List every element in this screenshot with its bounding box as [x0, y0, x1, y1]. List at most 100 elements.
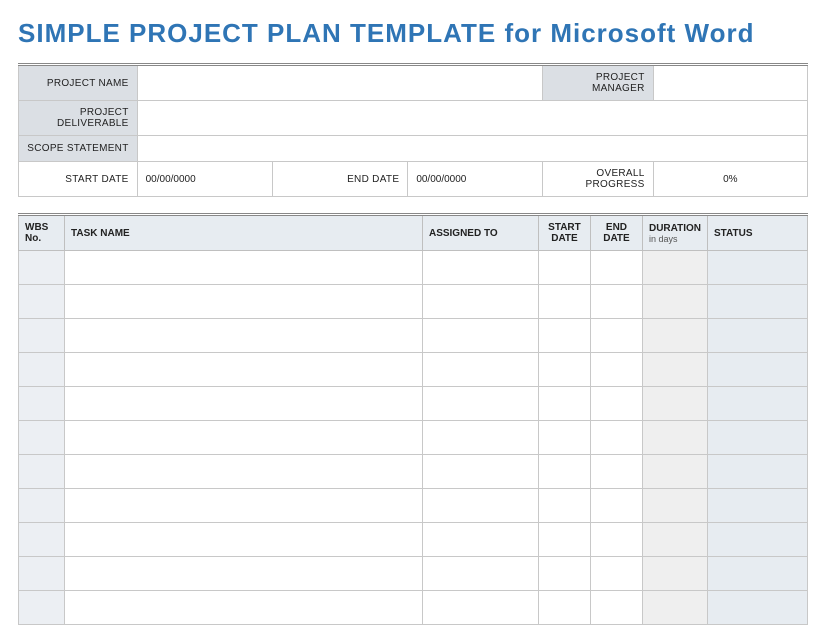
cell-task[interactable]: [65, 285, 423, 319]
project-name-value[interactable]: [137, 65, 543, 101]
cell-assigned[interactable]: [422, 285, 538, 319]
col-header-duration: DURATION in days: [642, 215, 707, 251]
meta-row-project-name: PROJECT NAME PROJECT MANAGER: [19, 65, 808, 101]
table-row: [19, 523, 808, 557]
cell-end-date[interactable]: [590, 285, 642, 319]
cell-assigned[interactable]: [422, 387, 538, 421]
cell-assigned[interactable]: [422, 353, 538, 387]
cell-duration[interactable]: [642, 591, 707, 625]
cell-assigned[interactable]: [422, 591, 538, 625]
cell-duration[interactable]: [642, 489, 707, 523]
cell-start-date[interactable]: [538, 557, 590, 591]
cell-assigned[interactable]: [422, 557, 538, 591]
cell-assigned[interactable]: [422, 455, 538, 489]
cell-wbs[interactable]: [19, 455, 65, 489]
cell-wbs[interactable]: [19, 319, 65, 353]
cell-wbs[interactable]: [19, 591, 65, 625]
cell-start-date[interactable]: [538, 251, 590, 285]
cell-duration[interactable]: [642, 285, 707, 319]
cell-task[interactable]: [65, 421, 423, 455]
cell-end-date[interactable]: [590, 251, 642, 285]
cell-task[interactable]: [65, 251, 423, 285]
cell-assigned[interactable]: [422, 421, 538, 455]
col-header-wbs: WBS No.: [19, 215, 65, 251]
cell-start-date[interactable]: [538, 455, 590, 489]
cell-status[interactable]: [708, 455, 808, 489]
col-header-status: STATUS: [708, 215, 808, 251]
cell-wbs[interactable]: [19, 251, 65, 285]
cell-wbs[interactable]: [19, 557, 65, 591]
cell-duration[interactable]: [642, 557, 707, 591]
cell-end-date[interactable]: [590, 557, 642, 591]
cell-start-date[interactable]: [538, 421, 590, 455]
cell-status[interactable]: [708, 421, 808, 455]
cell-duration[interactable]: [642, 387, 707, 421]
cell-task[interactable]: [65, 319, 423, 353]
cell-status[interactable]: [708, 285, 808, 319]
cell-status[interactable]: [708, 353, 808, 387]
end-date-value[interactable]: 00/00/0000: [408, 162, 543, 197]
table-row: [19, 285, 808, 319]
meta-row-dates: START DATE 00/00/0000 END DATE 00/00/000…: [19, 162, 808, 197]
cell-wbs[interactable]: [19, 387, 65, 421]
cell-status[interactable]: [708, 387, 808, 421]
table-row: [19, 455, 808, 489]
cell-task[interactable]: [65, 489, 423, 523]
cell-assigned[interactable]: [422, 319, 538, 353]
cell-wbs[interactable]: [19, 353, 65, 387]
table-row: [19, 421, 808, 455]
cell-end-date[interactable]: [590, 421, 642, 455]
cell-wbs[interactable]: [19, 523, 65, 557]
cell-start-date[interactable]: [538, 319, 590, 353]
cell-status[interactable]: [708, 489, 808, 523]
cell-start-date[interactable]: [538, 353, 590, 387]
cell-end-date[interactable]: [590, 387, 642, 421]
cell-end-date[interactable]: [590, 523, 642, 557]
cell-end-date[interactable]: [590, 353, 642, 387]
scope-statement-label: SCOPE STATEMENT: [19, 136, 138, 162]
cell-status[interactable]: [708, 591, 808, 625]
cell-status[interactable]: [708, 251, 808, 285]
project-deliverable-label: PROJECT DELIVERABLE: [19, 101, 138, 136]
cell-task[interactable]: [65, 353, 423, 387]
cell-start-date[interactable]: [538, 387, 590, 421]
cell-end-date[interactable]: [590, 591, 642, 625]
cell-start-date[interactable]: [538, 523, 590, 557]
project-manager-label: PROJECT MANAGER: [543, 65, 653, 101]
cell-duration[interactable]: [642, 319, 707, 353]
cell-task[interactable]: [65, 591, 423, 625]
project-deliverable-value[interactable]: [137, 101, 807, 136]
cell-duration[interactable]: [642, 523, 707, 557]
cell-status[interactable]: [708, 557, 808, 591]
cell-wbs[interactable]: [19, 421, 65, 455]
cell-wbs[interactable]: [19, 489, 65, 523]
overall-progress-value[interactable]: 0%: [653, 162, 807, 197]
cell-start-date[interactable]: [538, 489, 590, 523]
cell-duration[interactable]: [642, 251, 707, 285]
cell-end-date[interactable]: [590, 455, 642, 489]
cell-duration[interactable]: [642, 353, 707, 387]
col-header-duration-sub: in days: [649, 234, 701, 244]
cell-duration[interactable]: [642, 421, 707, 455]
cell-start-date[interactable]: [538, 285, 590, 319]
cell-task[interactable]: [65, 455, 423, 489]
cell-start-date[interactable]: [538, 591, 590, 625]
cell-end-date[interactable]: [590, 319, 642, 353]
meta-row-scope: SCOPE STATEMENT: [19, 136, 808, 162]
cell-task[interactable]: [65, 387, 423, 421]
project-manager-value[interactable]: [653, 65, 807, 101]
cell-wbs[interactable]: [19, 285, 65, 319]
start-date-value[interactable]: 00/00/0000: [137, 162, 272, 197]
cell-duration[interactable]: [642, 455, 707, 489]
cell-task[interactable]: [65, 523, 423, 557]
cell-task[interactable]: [65, 557, 423, 591]
col-header-assigned: ASSIGNED TO: [422, 215, 538, 251]
cell-assigned[interactable]: [422, 523, 538, 557]
cell-status[interactable]: [708, 523, 808, 557]
cell-assigned[interactable]: [422, 251, 538, 285]
cell-assigned[interactable]: [422, 489, 538, 523]
scope-statement-value[interactable]: [137, 136, 807, 162]
cell-status[interactable]: [708, 319, 808, 353]
cell-end-date[interactable]: [590, 489, 642, 523]
table-row: [19, 591, 808, 625]
